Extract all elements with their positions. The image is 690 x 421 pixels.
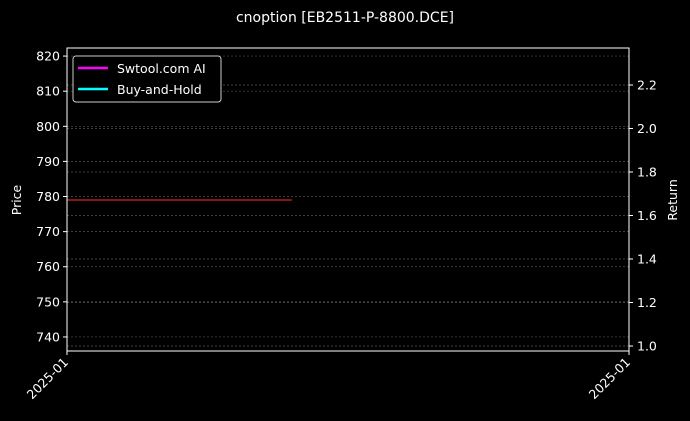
x-tick-label: 2025-01 [24, 355, 72, 403]
y-tick-label: 750 [36, 294, 60, 309]
y-tick-label: 820 [36, 49, 60, 64]
x-tick-label: 2025-01 [586, 355, 634, 403]
y2-tick-label: 2.2 [637, 77, 657, 92]
y-axis-label: Price [9, 184, 24, 215]
y-tick-label: 800 [36, 119, 60, 134]
x-axis: 2025-01 2025-01 [24, 351, 634, 403]
y2-tick-label: 1.6 [637, 208, 657, 223]
legend-label-swtool: Swtool.com AI [117, 61, 206, 76]
chart-title: cnoption [EB2511-P-8800.DCE] [236, 10, 454, 26]
legend: Swtool.com AI Buy-and-Hold [72, 55, 222, 103]
y2-tick-label: 1.0 [637, 338, 657, 353]
y-tick-label: 760 [36, 259, 60, 274]
y-tick-label: 770 [36, 224, 60, 239]
y2-tick-label: 1.8 [637, 164, 657, 179]
y2-tick-label: 1.2 [637, 295, 657, 310]
y-tick-label: 740 [36, 329, 60, 344]
y-tick-label: 810 [36, 84, 60, 99]
legend-label-buyhold: Buy-and-Hold [117, 82, 202, 97]
y-axis-left: 740 750 760 770 780 790 800 810 820 [36, 49, 67, 344]
grid [67, 55, 629, 347]
legend-box [72, 55, 222, 103]
y-tick-label: 790 [36, 154, 60, 169]
plot-frame [66, 47, 630, 352]
y2-axis-label: Return [665, 179, 680, 220]
y-axis-right: 1.0 1.2 1.4 1.6 1.8 2.0 2.2 [629, 77, 657, 353]
y2-tick-label: 1.4 [637, 251, 657, 266]
y-tick-label: 780 [36, 189, 60, 204]
y2-tick-label: 2.0 [637, 121, 657, 136]
